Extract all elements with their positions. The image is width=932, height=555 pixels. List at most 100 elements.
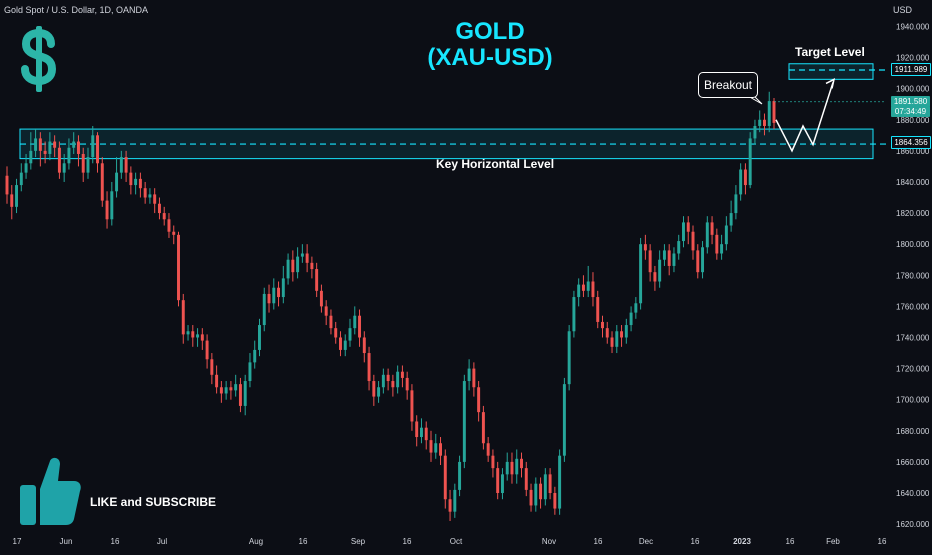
candle-body bbox=[639, 244, 643, 304]
candle-body bbox=[653, 272, 657, 282]
candle bbox=[734, 185, 738, 220]
candle bbox=[767, 91, 771, 133]
candle-body bbox=[234, 384, 238, 391]
candle-body bbox=[196, 334, 200, 338]
candle bbox=[234, 374, 238, 397]
candle-body bbox=[362, 337, 366, 354]
candle-body bbox=[462, 381, 466, 462]
candle-body bbox=[48, 141, 52, 154]
candle bbox=[500, 468, 504, 500]
candle-body bbox=[286, 259, 290, 279]
candle bbox=[243, 374, 247, 416]
candle bbox=[319, 284, 323, 313]
projected-path bbox=[775, 82, 834, 153]
x-tick-label: Oct bbox=[450, 537, 463, 546]
candle bbox=[724, 216, 728, 251]
candle bbox=[577, 278, 581, 307]
candle bbox=[548, 468, 552, 500]
candle-body bbox=[734, 194, 738, 214]
candle bbox=[605, 321, 609, 344]
y-tick-label: 1620.000 bbox=[896, 520, 930, 529]
candle-body bbox=[34, 138, 38, 151]
candle bbox=[743, 163, 747, 195]
candle-body bbox=[562, 384, 566, 456]
key-level-label: Key Horizontal Level bbox=[436, 157, 555, 171]
candle bbox=[715, 228, 719, 260]
candle-body bbox=[496, 468, 500, 494]
candle bbox=[729, 200, 733, 232]
candle-body bbox=[520, 458, 523, 469]
candle-body bbox=[86, 157, 90, 173]
thumbs-up-icon[interactable] bbox=[18, 455, 82, 527]
candle-body bbox=[396, 371, 400, 388]
candle bbox=[181, 293, 185, 344]
candle-body bbox=[138, 178, 142, 189]
subscribe-label[interactable]: LIKE and SUBSCRIBE bbox=[90, 495, 217, 509]
candle-body bbox=[548, 474, 552, 494]
candle-body bbox=[434, 443, 438, 453]
candle-body bbox=[481, 412, 485, 444]
candle bbox=[686, 216, 690, 245]
candle bbox=[424, 421, 428, 450]
candle-body bbox=[586, 281, 590, 291]
candle-body bbox=[143, 188, 147, 198]
candle bbox=[615, 325, 619, 354]
candle-body bbox=[701, 247, 705, 273]
candle-body bbox=[510, 461, 514, 475]
candle bbox=[772, 97, 776, 130]
candle bbox=[634, 297, 638, 319]
candle-body bbox=[710, 222, 714, 235]
x-tick-label: Jun bbox=[60, 537, 73, 546]
candle-body bbox=[591, 281, 595, 298]
candle-body bbox=[515, 458, 519, 475]
candle bbox=[305, 244, 309, 273]
candle bbox=[53, 135, 57, 158]
candle-body bbox=[358, 315, 362, 338]
candle-body bbox=[10, 194, 14, 207]
candle bbox=[748, 132, 752, 189]
candle bbox=[191, 325, 195, 347]
target-price-tag: 1911.989 bbox=[891, 63, 931, 76]
y-tick-label: 1760.000 bbox=[896, 302, 930, 311]
candle-body bbox=[348, 328, 352, 341]
candle-body bbox=[491, 455, 495, 469]
candle-body bbox=[572, 297, 576, 332]
candle bbox=[629, 306, 633, 332]
candle-body bbox=[96, 135, 99, 164]
candle bbox=[377, 381, 381, 403]
candle bbox=[238, 377, 242, 413]
candle bbox=[386, 368, 390, 391]
candle-body bbox=[162, 213, 166, 220]
candle bbox=[453, 483, 457, 518]
candle bbox=[229, 381, 233, 400]
candle bbox=[67, 138, 71, 170]
candle bbox=[429, 430, 433, 462]
candle bbox=[439, 437, 442, 466]
candle-body bbox=[115, 172, 119, 192]
y-tick-label: 1700.000 bbox=[896, 396, 930, 405]
candle-body bbox=[343, 340, 347, 350]
candle bbox=[38, 132, 42, 167]
candle-body bbox=[658, 259, 662, 282]
candle-body bbox=[153, 194, 157, 204]
candle bbox=[172, 225, 176, 245]
candle bbox=[281, 265, 285, 304]
y-tick-label: 1820.000 bbox=[896, 209, 930, 218]
candle bbox=[753, 119, 757, 145]
candle bbox=[119, 150, 123, 179]
x-tick-label: 16 bbox=[691, 537, 700, 546]
candle-body bbox=[215, 374, 219, 388]
candle-body bbox=[181, 300, 185, 335]
candle bbox=[705, 216, 709, 254]
candle bbox=[258, 318, 261, 357]
candle-body bbox=[772, 101, 776, 123]
candle-body bbox=[296, 256, 300, 273]
candle bbox=[153, 188, 157, 214]
candle bbox=[643, 234, 647, 260]
candle bbox=[205, 334, 209, 369]
candle bbox=[491, 449, 495, 478]
candle-body bbox=[643, 244, 647, 251]
candle-body bbox=[682, 222, 685, 242]
candle bbox=[572, 290, 576, 338]
